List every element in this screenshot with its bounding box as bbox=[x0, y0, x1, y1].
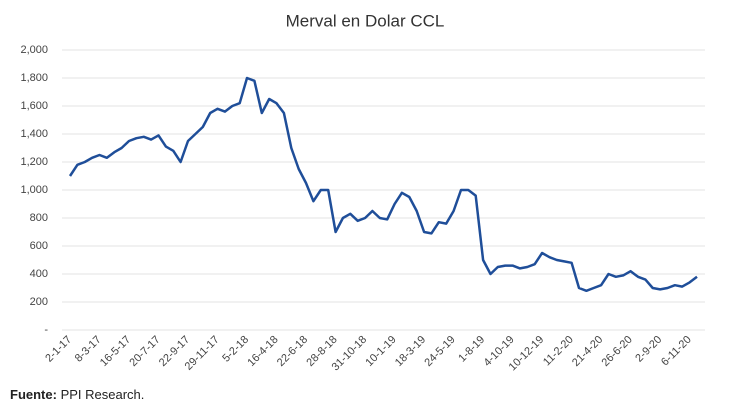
x-tick-label: 10-1-19 bbox=[363, 334, 398, 369]
x-tick-label: 18-3-19 bbox=[393, 334, 428, 369]
x-tick-label: 11-2-20 bbox=[541, 334, 576, 369]
y-tick-label: 1,600 bbox=[20, 100, 48, 112]
y-tick-label: 600 bbox=[30, 240, 48, 252]
y-tick-label: 400 bbox=[30, 268, 48, 280]
x-tick-label: 24-5-19 bbox=[422, 334, 457, 369]
x-tick-label: 16-4-18 bbox=[245, 334, 280, 369]
y-tick-label: 1,800 bbox=[20, 72, 48, 84]
x-tick-label: 26-6-20 bbox=[599, 334, 634, 369]
x-tick-label: 22-6-18 bbox=[275, 334, 310, 369]
y-tick-label: 200 bbox=[30, 296, 48, 308]
y-tick-label: - bbox=[44, 324, 48, 336]
x-tick-label: 2-1-17 bbox=[43, 334, 74, 365]
y-tick-label: 800 bbox=[30, 212, 48, 224]
x-tick-label: 6-11-20 bbox=[659, 334, 694, 369]
source-label: Fuente: bbox=[10, 387, 57, 402]
x-tick-label: 20-7-17 bbox=[127, 334, 162, 369]
source: Fuente: PPI Research. bbox=[10, 387, 144, 402]
x-tick-label: 21-4-20 bbox=[570, 334, 605, 369]
y-tick-label: 2,000 bbox=[20, 44, 48, 56]
chart-title: Merval en Dolar CCL bbox=[286, 11, 445, 30]
y-tick-label: 1,400 bbox=[20, 128, 48, 140]
x-tick-label: 16-5-17 bbox=[98, 334, 133, 369]
y-tick-label: 1,000 bbox=[20, 184, 48, 196]
source-text: PPI Research. bbox=[61, 387, 145, 402]
data-line bbox=[68, 76, 698, 293]
y-tick-label: 1,200 bbox=[20, 156, 48, 168]
